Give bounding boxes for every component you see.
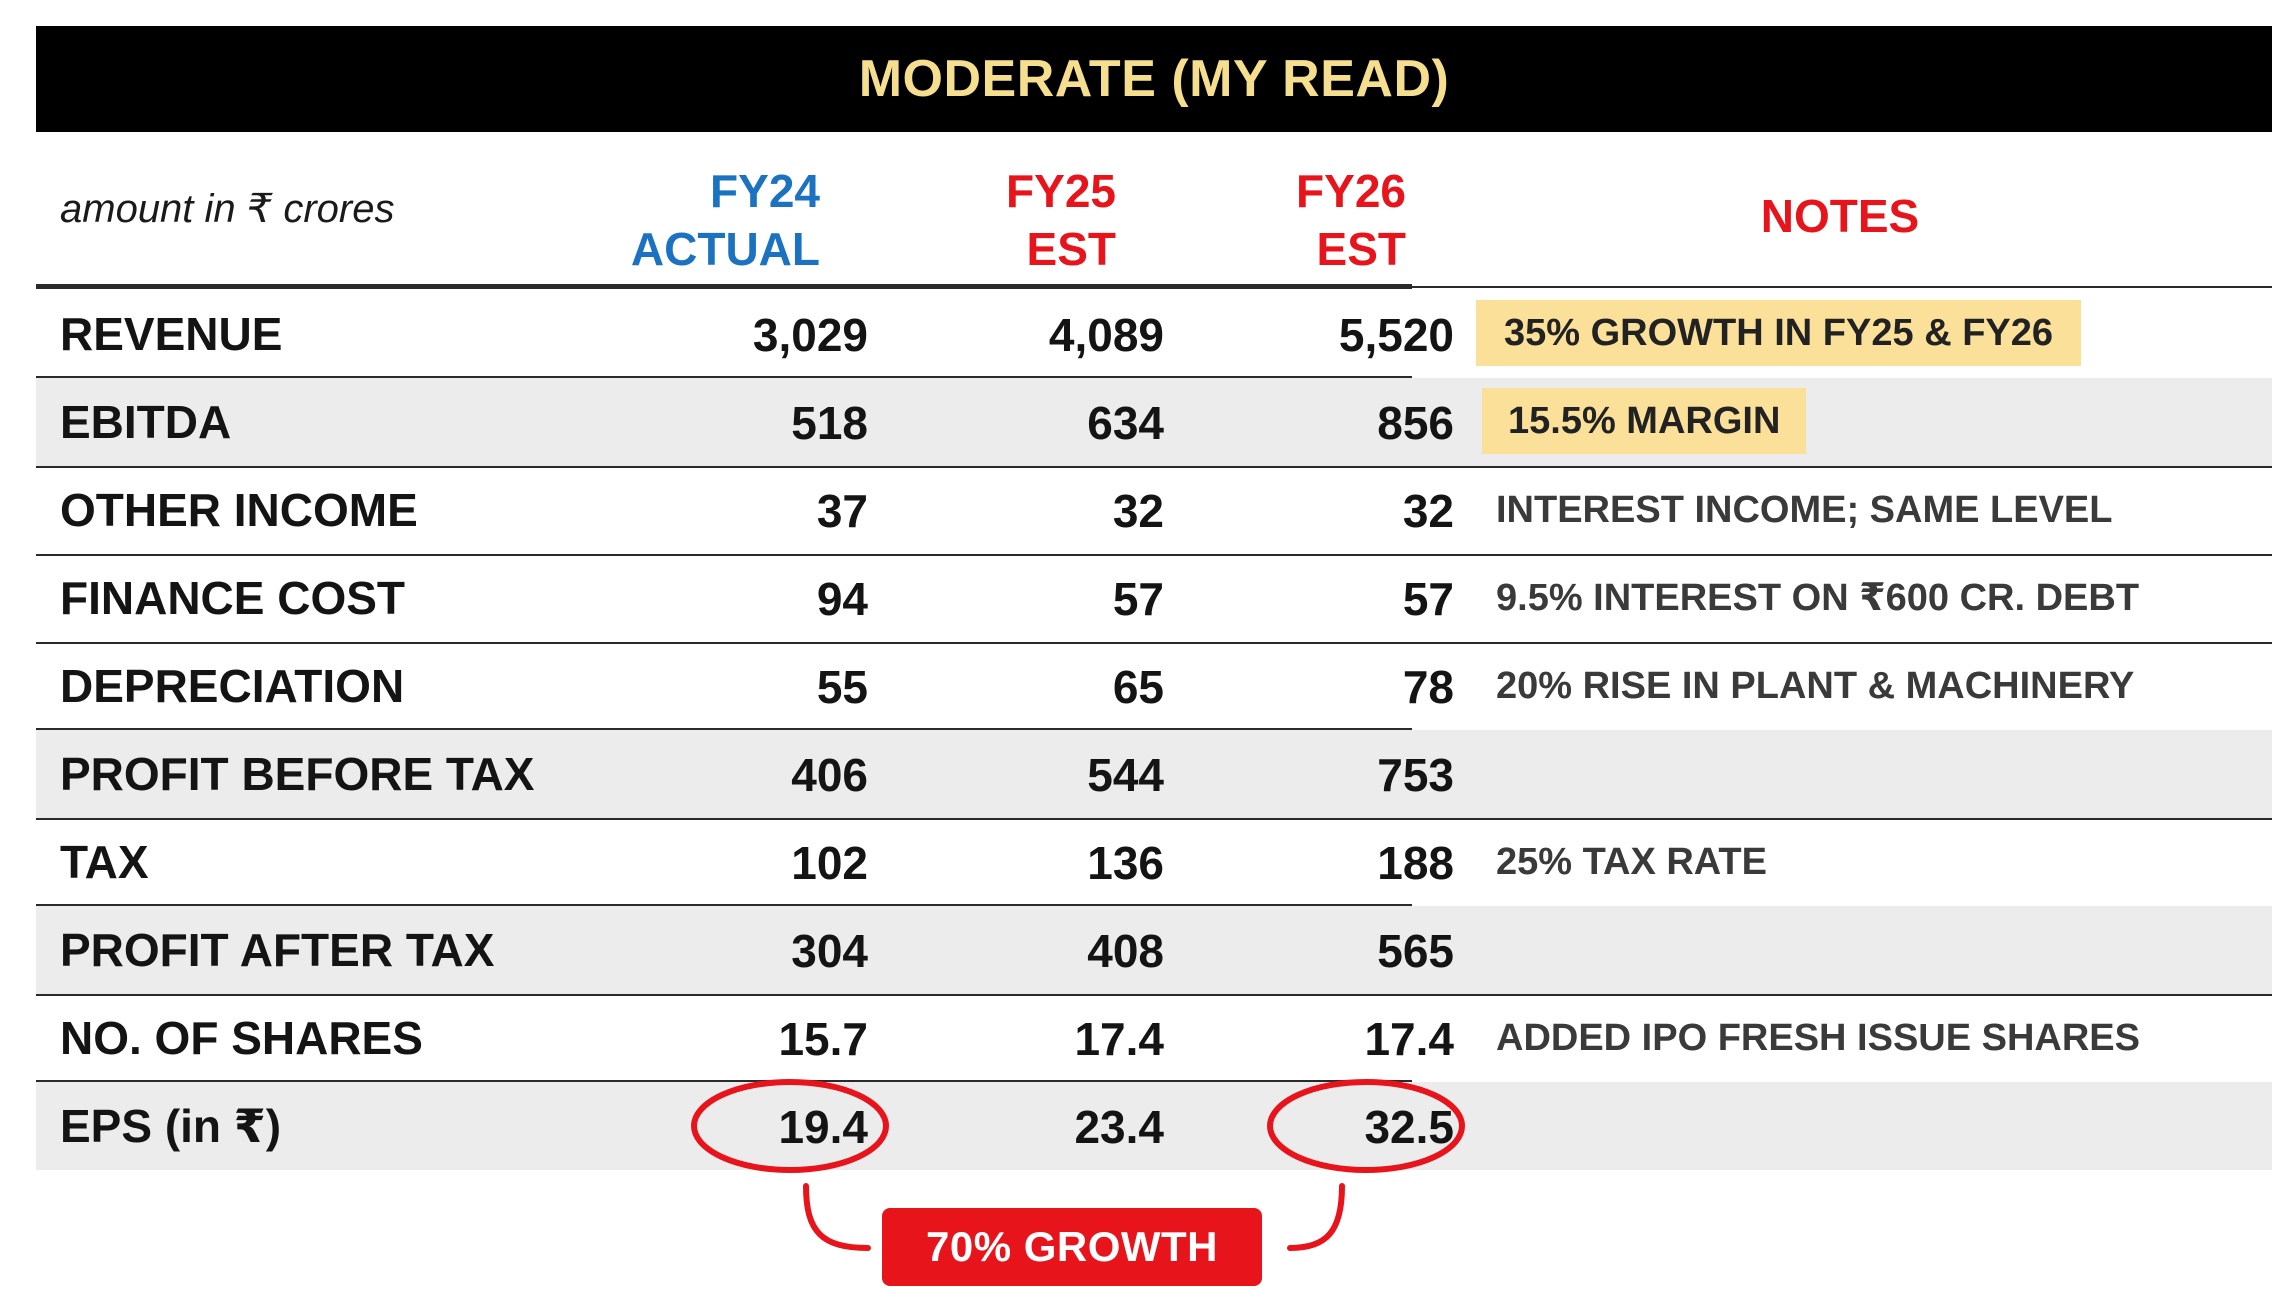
value-fy26: 565 xyxy=(1377,925,1454,977)
note-highlight: 15.5% MARGIN xyxy=(1482,388,1807,454)
value-fy25: 17.4 xyxy=(1074,1013,1164,1065)
value-fy25: 544 xyxy=(1087,749,1164,801)
table-row-tax: TAX 102 136 188 25% TAX RATE xyxy=(36,818,2272,909)
value-fy25: 65 xyxy=(1112,661,1164,713)
note-highlight: 35% GROWTH IN FY25 & FY26 xyxy=(1476,300,2082,366)
value-fy26: 32 xyxy=(1402,485,1454,537)
value-fy24: 37 xyxy=(816,485,868,537)
row-label: EPS (in ₹) xyxy=(60,1100,282,1152)
row-divider xyxy=(36,818,1412,820)
note: 25% TAX RATE xyxy=(1496,841,1767,883)
row-label: DEPRECIATION xyxy=(60,660,405,712)
value-fy25: 57 xyxy=(1112,573,1164,625)
page-title: MODERATE (MY READ) xyxy=(858,50,1450,108)
row-label: REVENUE xyxy=(60,308,283,360)
value-fy24: 3,029 xyxy=(752,309,868,361)
column-header-fy26: FY26 EST xyxy=(1106,162,1406,278)
value-fy26: 753 xyxy=(1377,749,1454,801)
column-header-fy26-year: FY26 xyxy=(1296,165,1406,217)
row-divider xyxy=(36,554,1412,556)
row-divider-notes xyxy=(1412,818,2272,820)
table-row-ebitda: EBITDA 518 634 856 15.5% MARGIN xyxy=(36,378,2272,468)
row-divider-notes xyxy=(1412,642,2272,644)
value-fy25: 32 xyxy=(1112,485,1164,537)
row-divider-notes xyxy=(1412,466,2272,468)
row-divider-notes xyxy=(1412,554,2272,556)
note: 20% RISE IN PLANT & MACHINERY xyxy=(1496,665,2135,707)
row-label: TAX xyxy=(60,836,149,888)
note: 9.5% INTEREST ON ₹600 CR. DEBT xyxy=(1496,577,2140,619)
column-header-fy24: FY24 ACTUAL xyxy=(520,162,820,278)
value-fy25: 136 xyxy=(1087,837,1164,889)
row-label: EBITDA xyxy=(60,396,232,448)
value-fy24: 15.7 xyxy=(778,1013,868,1065)
value-fy26: 17.4 xyxy=(1364,1013,1454,1065)
value-fy25: 408 xyxy=(1087,925,1164,977)
notes-header: NOTES xyxy=(1760,190,1920,242)
row-label: FINANCE COST xyxy=(60,572,405,624)
value-fy26: 78 xyxy=(1402,661,1454,713)
row-divider xyxy=(36,466,1412,468)
value-fy24: 102 xyxy=(791,837,868,889)
value-fy26: 57 xyxy=(1402,573,1454,625)
column-header-fy24-year: FY24 xyxy=(710,165,820,217)
table-row-profit-after-tax: PROFIT AFTER TAX 304 408 565 xyxy=(36,906,2272,996)
row-divider xyxy=(36,994,1412,996)
value-fy25: 23.4 xyxy=(1074,1101,1164,1153)
column-header-fy25: FY25 EST xyxy=(816,162,1116,278)
row-divider-notes xyxy=(1412,994,2272,996)
table-row-revenue: REVENUE 3,029 4,089 5,520 35% GROWTH IN … xyxy=(36,290,2272,381)
value-fy24: 518 xyxy=(791,397,868,449)
column-header-fy25-type: EST xyxy=(1026,223,1116,275)
value-fy24: 55 xyxy=(816,661,868,713)
table-row-eps: EPS (in ₹) 19.4 23.4 32.5 xyxy=(36,1082,2272,1170)
note: ADDED IPO FRESH ISSUE SHARES xyxy=(1496,1017,2140,1059)
table-row-other-income: OTHER INCOME 37 32 32 INTEREST INCOME; S… xyxy=(36,466,2272,556)
value-fy25: 634 xyxy=(1087,397,1164,449)
column-header-fy26-type: EST xyxy=(1316,223,1406,275)
value-fy24: 304 xyxy=(791,925,868,977)
value-fy26: 856 xyxy=(1377,397,1454,449)
row-divider xyxy=(36,642,1412,644)
value-fy24: 94 xyxy=(816,573,868,625)
column-header-fy25-year: FY25 xyxy=(1006,165,1116,217)
growth-connector-left xyxy=(803,1183,871,1251)
row-label: OTHER INCOME xyxy=(60,484,418,536)
value-fy26: 5,520 xyxy=(1338,309,1454,361)
title-bar: MODERATE (MY READ) xyxy=(36,26,2272,132)
column-header-fy24-type: ACTUAL xyxy=(630,223,820,275)
table-row-profit-before-tax: PROFIT BEFORE TAX 406 544 753 xyxy=(36,730,2272,820)
value-fy26: 188 xyxy=(1377,837,1454,889)
value-fy24: 19.4 xyxy=(778,1101,868,1153)
value-fy24: 406 xyxy=(791,749,868,801)
note: INTEREST INCOME; SAME LEVEL xyxy=(1496,489,2113,531)
value-fy26: 32.5 xyxy=(1364,1101,1454,1153)
row-label: PROFIT BEFORE TAX xyxy=(60,748,535,800)
row-label: PROFIT AFTER TAX xyxy=(60,924,495,976)
row-label: NO. OF SHARES xyxy=(60,1012,423,1064)
table-row-depreciation: DEPRECIATION 55 65 78 20% RISE IN PLANT … xyxy=(36,642,2272,733)
growth-badge: 70% GROWTH xyxy=(882,1208,1262,1286)
units-label: amount in ₹ crores xyxy=(60,187,395,231)
value-fy25: 4,089 xyxy=(1048,309,1164,361)
table-row-finance-cost: FINANCE COST 94 57 57 9.5% INTEREST ON ₹… xyxy=(36,554,2272,644)
header-divider xyxy=(36,284,1412,289)
header-divider-notes xyxy=(1412,286,2272,288)
table-row-no-of-shares: NO. OF SHARES 15.7 17.4 17.4 ADDED IPO F… xyxy=(36,994,2272,1085)
growth-connector-right xyxy=(1287,1183,1345,1251)
